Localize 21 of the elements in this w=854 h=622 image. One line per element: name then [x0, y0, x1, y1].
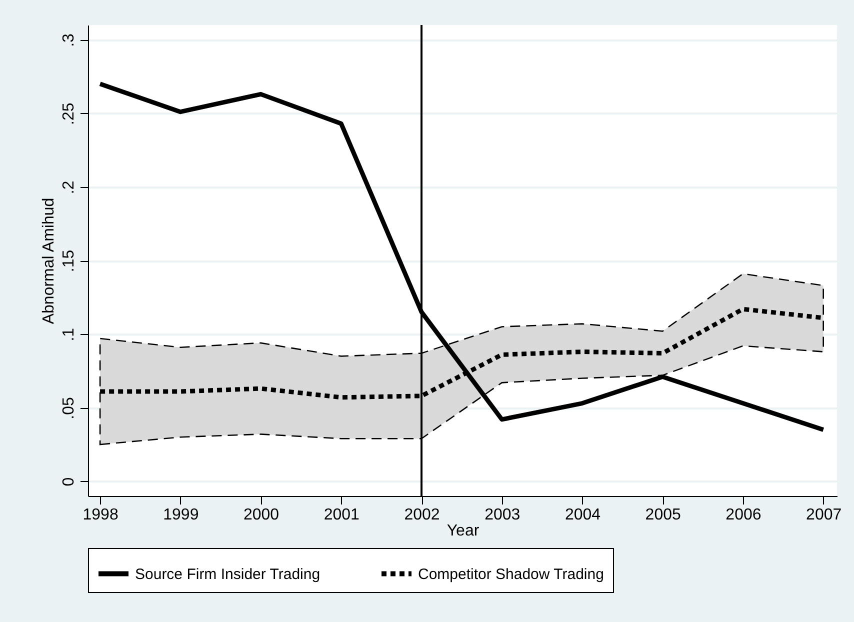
- y-tick-label: .15: [60, 250, 78, 272]
- legend-label: Competitor Shadow Trading: [418, 566, 604, 583]
- x-tick-label: 1999: [163, 506, 199, 524]
- x-tick-label: 2006: [726, 506, 762, 524]
- x-tick-label: 2001: [324, 506, 360, 524]
- y-axis-title: Abnormal Amihud: [40, 198, 58, 324]
- y-tick-label: .25: [60, 102, 78, 125]
- y-tick-label: .05: [60, 396, 78, 420]
- x-tick-label: 2003: [484, 506, 520, 524]
- x-tick-label: 2005: [645, 506, 682, 524]
- legend-label: Source Firm Insider Trading: [135, 566, 320, 583]
- y-tick-label: .3: [60, 33, 78, 47]
- x-tick-label: 2002: [404, 506, 440, 524]
- y-tick-label: .1: [60, 328, 78, 342]
- x-axis-title: Year: [446, 522, 480, 540]
- y-tick-label: .2: [60, 180, 78, 194]
- x-tick-label: 2000: [243, 506, 280, 524]
- x-tick-label: 1998: [82, 506, 118, 524]
- x-tick-label: 2004: [564, 506, 601, 524]
- y-tick-label: 0: [60, 477, 78, 486]
- x-tick-label: 2007: [806, 506, 842, 524]
